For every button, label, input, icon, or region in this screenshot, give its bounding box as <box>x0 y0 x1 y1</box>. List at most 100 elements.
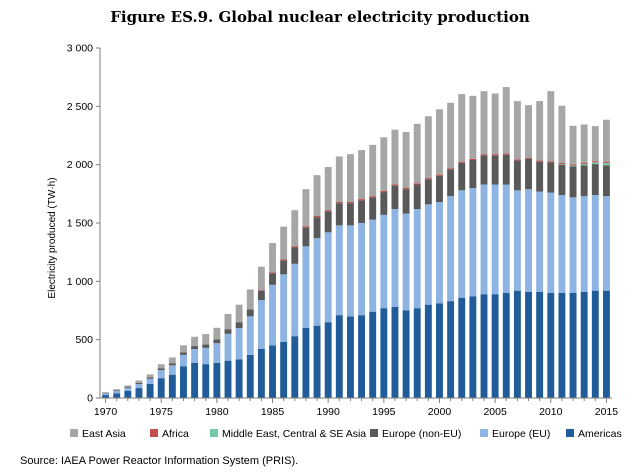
bar-segment <box>491 155 499 185</box>
bar-segment <box>335 203 343 226</box>
bar-segment <box>569 165 577 167</box>
bar-segment <box>246 309 254 317</box>
bar-segment <box>525 291 532 398</box>
x-tick-label: 1980 <box>205 406 229 418</box>
legend-swatch <box>370 429 378 438</box>
bar-segment <box>302 226 310 228</box>
bar-segment <box>413 183 421 185</box>
bar-segment <box>424 178 432 180</box>
bar-segment <box>569 125 577 165</box>
bar-segment <box>113 393 121 398</box>
bar-segment <box>413 123 421 184</box>
bar-segment <box>447 102 455 169</box>
bar-segment <box>257 349 265 398</box>
bar-segment <box>502 153 510 155</box>
bar-segment <box>525 105 532 158</box>
y-tick-label: 1 000 <box>67 276 93 288</box>
bar-segment <box>602 119 610 162</box>
bar-segment <box>591 164 599 195</box>
bar-segment <box>146 377 154 379</box>
bar-segment <box>235 322 243 328</box>
bar-segment <box>246 316 254 355</box>
bar-segment <box>447 301 455 398</box>
bar-segment <box>380 137 388 191</box>
bar-segment <box>580 291 588 398</box>
bar-segment <box>391 184 399 186</box>
bar-segment <box>280 274 288 342</box>
legend-label: East Asia <box>82 428 126 440</box>
bar-segment <box>591 162 599 165</box>
bar-segment <box>291 336 299 398</box>
bar-segment <box>280 342 288 398</box>
bar-segment <box>469 296 477 398</box>
legend-swatch <box>566 429 574 438</box>
bar-segment <box>124 387 132 389</box>
bar-segment <box>525 157 532 159</box>
bar-segment <box>547 91 555 162</box>
bar-segment <box>213 339 221 344</box>
bar-segment <box>369 196 377 198</box>
bar-segment <box>391 129 399 185</box>
bar-segment <box>491 93 499 155</box>
bar-segment <box>558 105 566 163</box>
bar-segment <box>257 290 265 291</box>
bar-segment <box>135 380 143 383</box>
bar-segment <box>335 315 343 398</box>
bar-segment <box>302 246 310 328</box>
bar-segment <box>558 164 566 165</box>
x-tick-label: 2000 <box>428 406 452 418</box>
bar-segment <box>580 164 588 166</box>
bar-segment <box>313 325 321 398</box>
x-tick-label: 1970 <box>94 406 118 418</box>
legend-item: Europe (EU) <box>480 428 550 440</box>
bar-segment <box>424 116 432 179</box>
bar-segment <box>580 196 588 292</box>
bar-segment <box>402 188 410 190</box>
bar-segment <box>558 293 566 398</box>
bar-segment <box>391 307 399 398</box>
x-tick-label: 1990 <box>316 406 340 418</box>
bar-segment <box>469 160 477 188</box>
bar-segment <box>324 322 332 398</box>
bar-segment <box>469 188 477 297</box>
bar-segment <box>302 328 310 398</box>
bar-segment <box>102 392 110 393</box>
bar-segment <box>335 156 343 202</box>
bar-segment <box>480 294 488 398</box>
bar-segment <box>424 304 432 398</box>
bar-segment <box>480 91 488 155</box>
bar-segment <box>547 192 555 293</box>
bar-segment <box>113 389 121 391</box>
bar-segment <box>547 161 555 163</box>
y-tick-label: 2 000 <box>67 159 93 171</box>
y-axis: 0 500 1 000 1 500 2 000 2 500 3 000 <box>67 43 101 405</box>
bar-segment <box>458 162 466 191</box>
bar-segment <box>146 374 154 378</box>
bar-segment <box>391 209 399 307</box>
y-axis-label: Electricity produced (TW·h) <box>47 177 58 298</box>
bar-segment <box>458 161 466 163</box>
bar-segment <box>480 155 488 185</box>
bar-segment <box>591 195 599 291</box>
bar-segment <box>447 196 455 302</box>
bar-segment <box>191 336 199 347</box>
bar-segment <box>335 225 343 316</box>
bar-segment <box>280 226 288 260</box>
bar-segment <box>536 101 544 161</box>
bar-segment <box>602 196 610 291</box>
bar-segment <box>536 291 544 398</box>
bar-segment <box>291 210 299 247</box>
bar-segment <box>324 210 332 212</box>
x-tick-label: 1995 <box>372 406 396 418</box>
legend-label: Africa <box>162 428 189 440</box>
bar-segment <box>358 315 366 398</box>
bar-segment <box>168 357 176 364</box>
legend: East Asia Africa Middle East, Central & SE… <box>70 428 630 442</box>
bar-segment <box>569 293 577 398</box>
bar-segment <box>213 343 221 363</box>
x-tick-label: 1975 <box>150 406 174 418</box>
legend-swatch <box>150 429 158 438</box>
x-tick-label: 1985 <box>261 406 285 418</box>
bar-segment <box>257 300 265 349</box>
